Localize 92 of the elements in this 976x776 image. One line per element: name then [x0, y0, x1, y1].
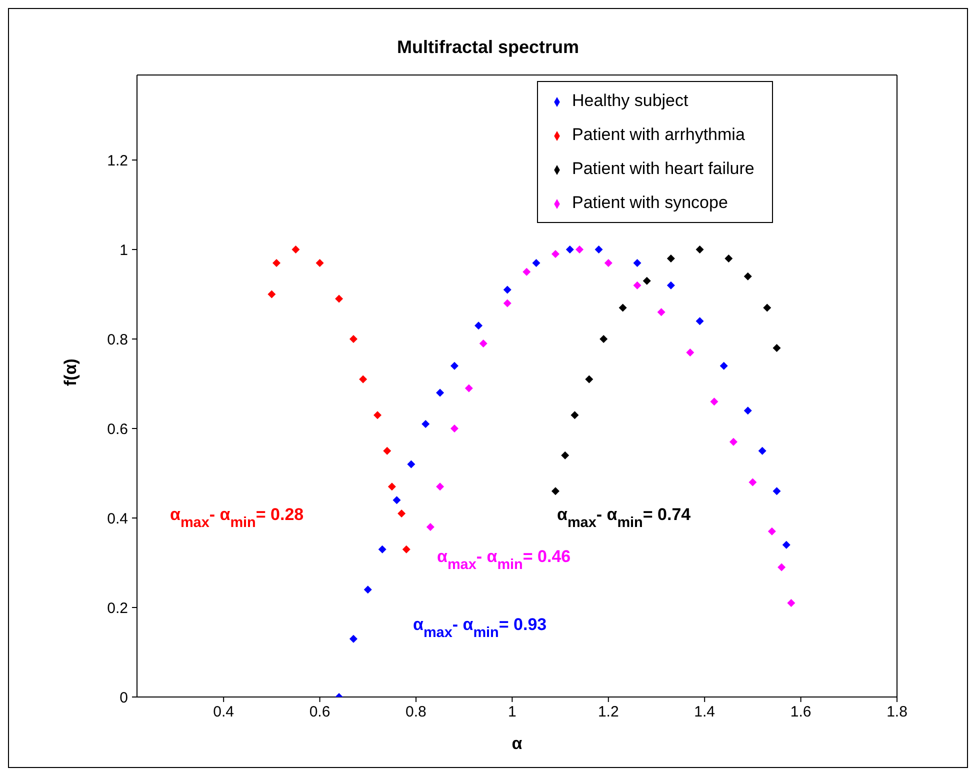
x-tick-label: 1	[508, 704, 516, 721]
point	[576, 246, 584, 254]
point	[292, 246, 300, 254]
point	[772, 344, 781, 352]
point	[720, 362, 728, 370]
point	[551, 250, 560, 258]
legend-label: Patient with syncope	[572, 193, 728, 212]
point	[374, 411, 382, 420]
point	[383, 446, 392, 455]
point	[450, 362, 458, 370]
legend-label: Patient with arrhythmia	[572, 125, 745, 144]
point	[778, 563, 786, 572]
x-axis-title: α	[170, 505, 181, 524]
text: $_{max}$- α$_{min}$= 0.28	[180, 505, 304, 531]
point	[436, 482, 444, 491]
point	[388, 482, 396, 491]
y-tick-label: 1.2	[107, 152, 128, 170]
point	[272, 258, 280, 267]
point	[758, 446, 766, 455]
point	[378, 545, 386, 554]
point	[349, 335, 358, 344]
chart-title: Multifractal spectrum	[396, 37, 580, 57]
x-tick-label: 1.2	[598, 704, 619, 721]
point	[633, 281, 642, 290]
point	[532, 258, 540, 267]
point	[787, 599, 796, 608]
point	[748, 478, 757, 486]
point	[402, 545, 410, 554]
x-tick-label: 1.6	[790, 704, 812, 721]
point	[696, 317, 704, 326]
legend-label: Patient with heart failure	[572, 159, 754, 178]
text: α	[512, 734, 522, 753]
point	[744, 406, 752, 415]
point	[724, 254, 733, 262]
point	[710, 398, 718, 406]
point	[772, 487, 781, 496]
y-tick-label: 0	[120, 689, 128, 706]
y-tick-label: 0.6	[107, 420, 128, 438]
annotation: α$_{max}$- α$_{min}$= 0.74	[557, 505, 692, 531]
point	[436, 388, 444, 397]
x-tick-label: 1.8	[886, 704, 908, 721]
point	[392, 496, 401, 504]
point	[594, 246, 603, 254]
point	[398, 510, 406, 518]
annotation: α$_{max}$- α$_{min}$= 0.46	[437, 547, 571, 573]
point	[570, 411, 579, 420]
point	[768, 527, 776, 536]
point	[744, 272, 752, 280]
point	[657, 308, 666, 316]
point	[359, 375, 368, 384]
x-tick-label: 1.4	[694, 704, 716, 721]
point	[642, 276, 651, 285]
point	[604, 258, 612, 267]
point	[782, 540, 790, 549]
point	[268, 290, 276, 298]
point	[666, 254, 675, 262]
point	[561, 451, 570, 460]
legend-label: Healthy subject	[572, 91, 688, 110]
y-tick-label: 0.8	[107, 331, 128, 348]
point	[464, 384, 473, 392]
point	[696, 246, 704, 254]
point	[585, 375, 594, 384]
point	[600, 335, 608, 344]
point	[450, 424, 458, 433]
point	[316, 258, 324, 267]
point	[426, 522, 434, 531]
point	[407, 460, 416, 468]
point	[522, 268, 531, 276]
x-tick-label: 0.8	[406, 704, 426, 721]
point	[729, 438, 738, 446]
y-tick-label: 1	[120, 242, 128, 259]
point	[335, 294, 344, 303]
point	[686, 348, 694, 356]
point	[566, 246, 574, 254]
point	[618, 304, 627, 312]
x-tick-label: 0.6	[309, 704, 330, 721]
point	[666, 281, 675, 290]
point	[503, 286, 512, 294]
point	[479, 339, 488, 348]
annotation: α$_{max}$- α$_{min}$= 0.93	[413, 615, 547, 641]
point	[503, 299, 512, 308]
y-tick-label: 0.2	[107, 600, 128, 617]
point	[763, 304, 772, 312]
y-axis-title: f(α)	[61, 358, 80, 386]
y-tick-label: 0.4	[107, 510, 128, 528]
point	[633, 258, 642, 267]
point	[474, 322, 483, 330]
point	[364, 586, 372, 594]
point	[349, 634, 358, 643]
point	[551, 487, 560, 496]
x-tick-label: 0.4	[213, 704, 234, 721]
point	[422, 420, 430, 428]
